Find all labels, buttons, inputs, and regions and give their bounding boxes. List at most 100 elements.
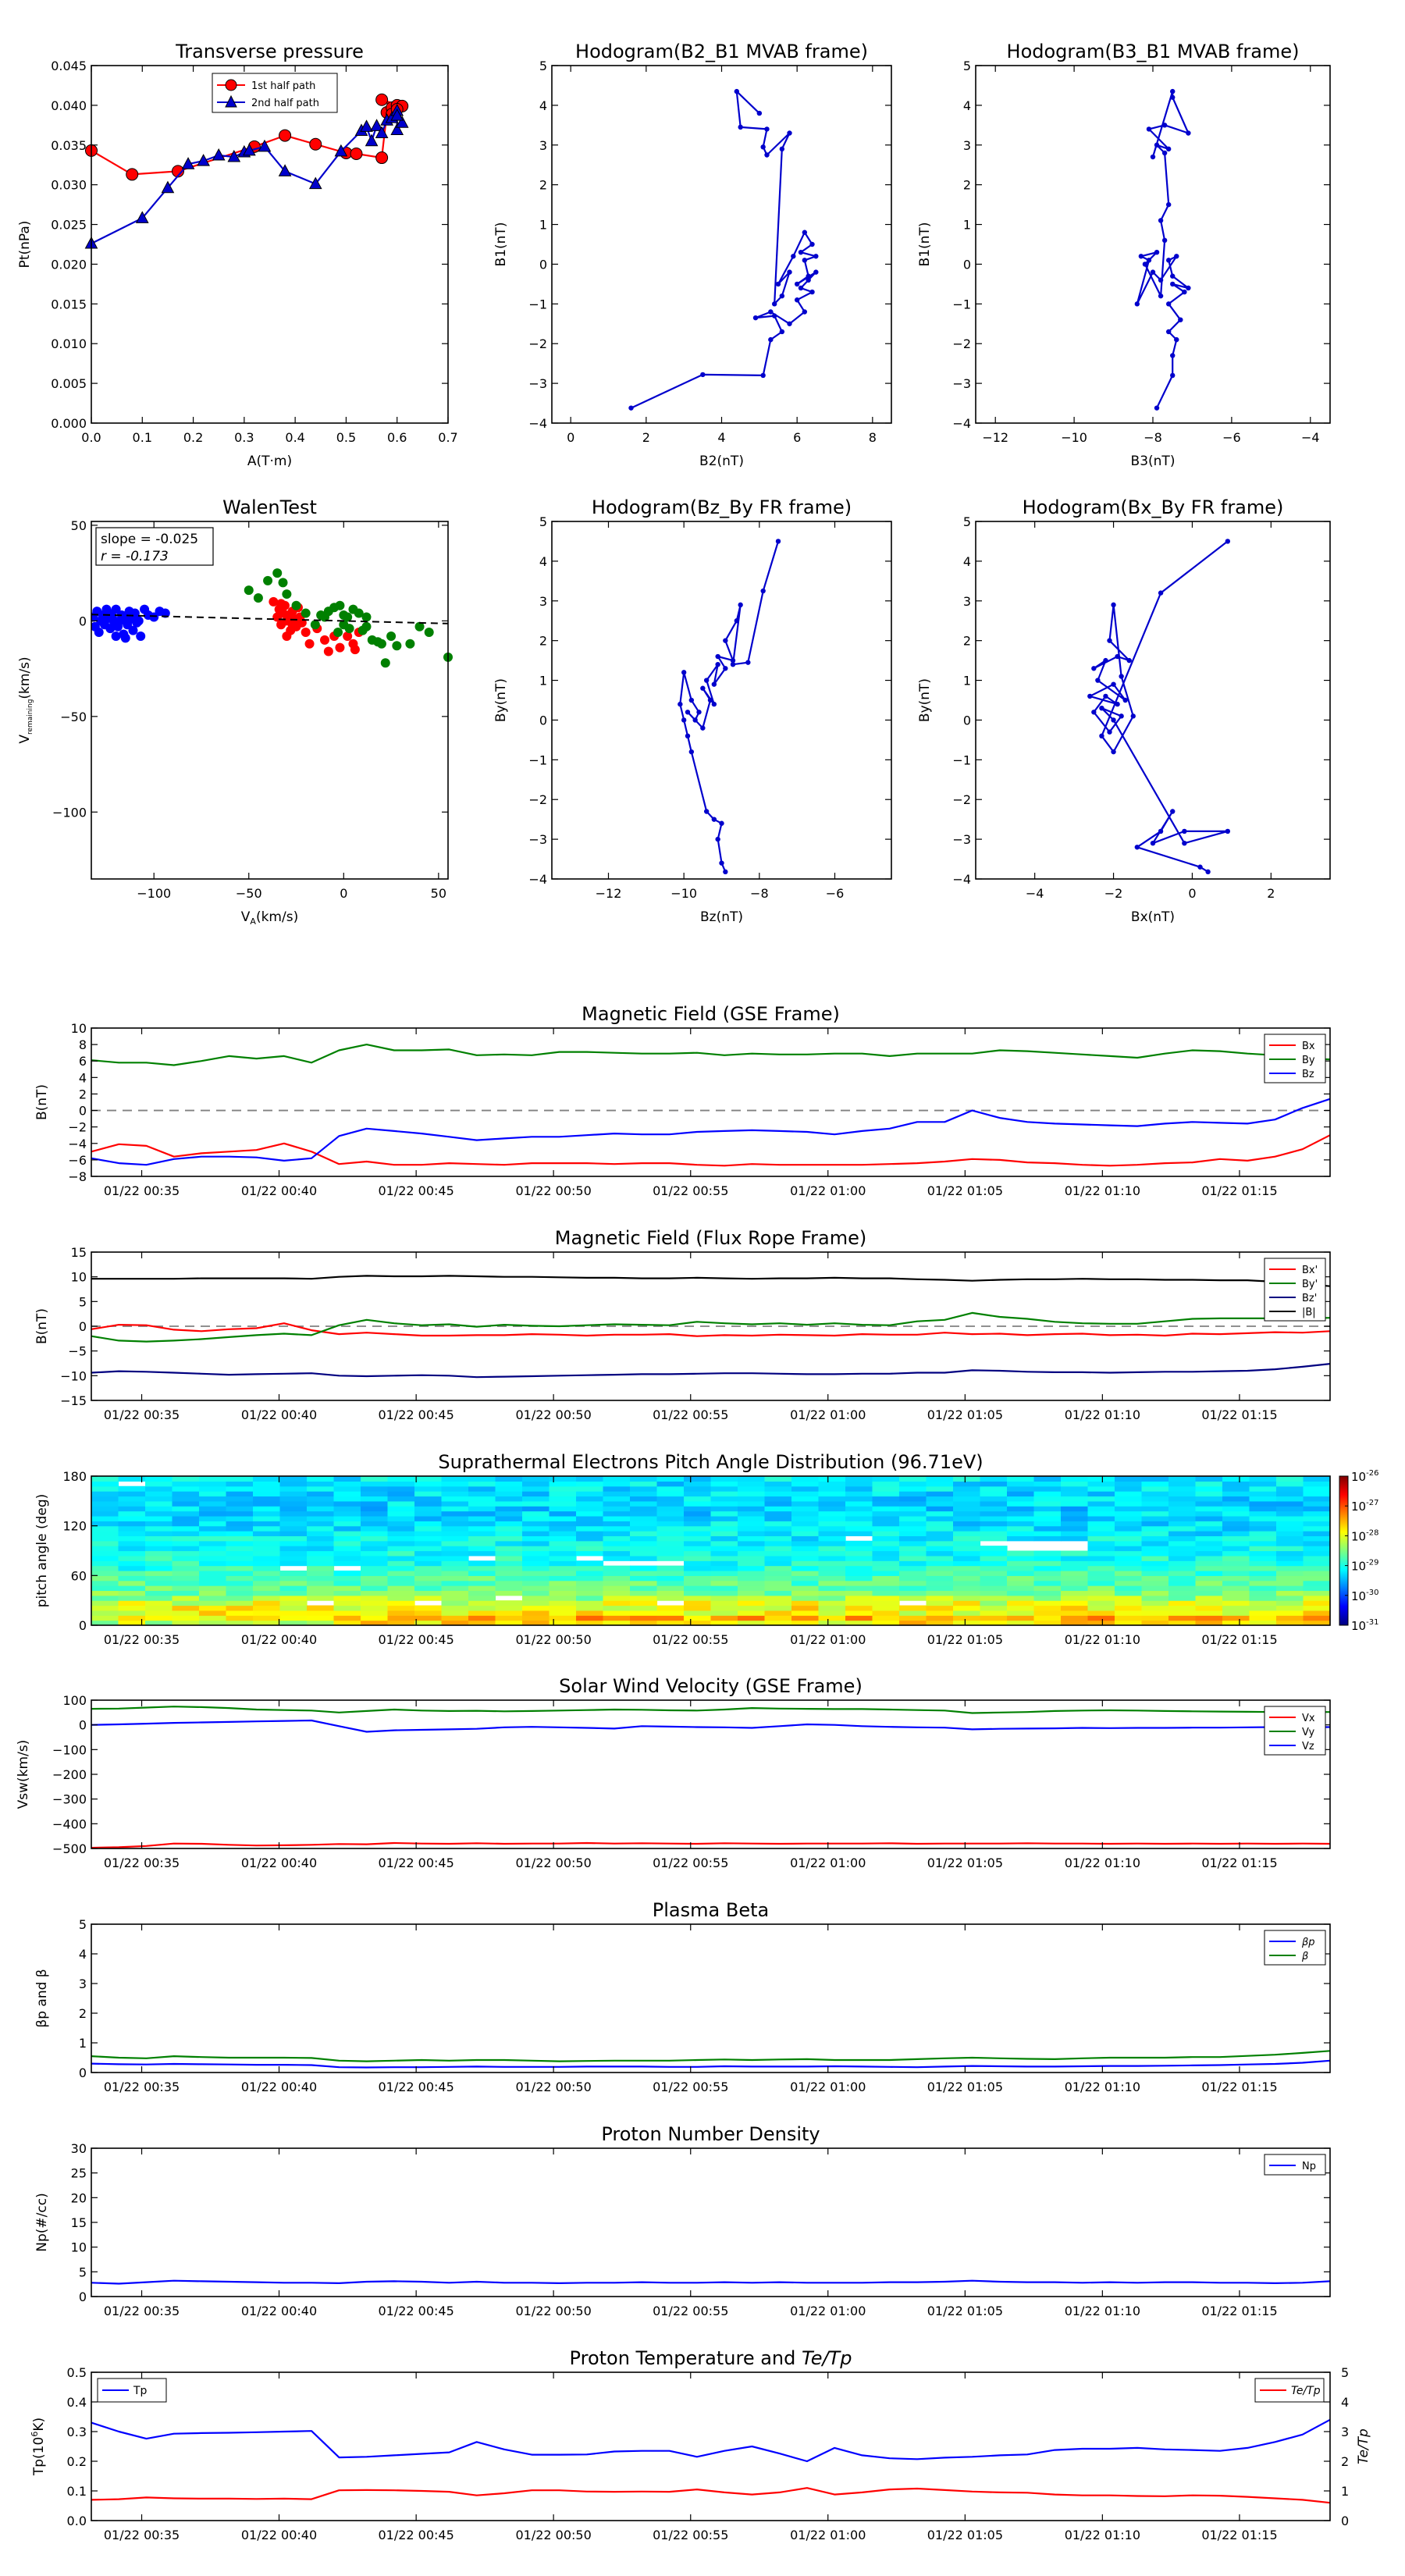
heatmap-cell [226, 1595, 254, 1601]
heatmap-cell [953, 1560, 981, 1567]
y-tick-label: −400 [52, 1816, 87, 1831]
data-point [1107, 638, 1112, 643]
heatmap-cell [279, 1620, 308, 1626]
heatmap-cell [603, 1620, 631, 1626]
data-point [1115, 701, 1120, 707]
heatmap-cell [441, 1550, 469, 1557]
heatmap-cell [145, 1546, 173, 1552]
heatmap-cell [279, 1610, 308, 1616]
heatmap-cell [1276, 1620, 1304, 1626]
heatmap-cell [1195, 1570, 1223, 1576]
heatmap-cell [91, 1555, 119, 1561]
y-tick-label: 5 [539, 59, 547, 73]
heatmap-cell [1007, 1476, 1035, 1482]
heatmap-cell [630, 1590, 658, 1596]
heatmap-cell [1115, 1550, 1143, 1557]
y-tick-label: 0 [963, 713, 971, 728]
heatmap-cell [845, 1565, 873, 1571]
heatmap-cell [522, 1510, 550, 1517]
heatmap-cell [361, 1506, 389, 1512]
heatmap-cell [710, 1605, 738, 1611]
heatmap-cell [387, 1585, 415, 1592]
heatmap-cell [1007, 1570, 1035, 1576]
heatmap-cell [1007, 1590, 1035, 1596]
plot-frame [975, 65, 1331, 424]
heatmap-cell [172, 1546, 200, 1552]
heatmap-cell [387, 1600, 415, 1606]
heatmap-cell [441, 1535, 469, 1542]
heatmap-cell [764, 1521, 792, 1527]
heatmap-cell [118, 1521, 146, 1527]
y-tick-label: 5 [539, 514, 547, 529]
heatmap-cell [791, 1610, 820, 1616]
y-tick-label: −200 [52, 1767, 87, 1782]
heatmap-cell [1033, 1605, 1062, 1611]
heatmap-cell [684, 1570, 712, 1576]
heatmap-cell [791, 1546, 820, 1552]
y-axis-label: Np(#/cc) [34, 2193, 50, 2251]
heatmap-cell [980, 1476, 1008, 1482]
heatmap-cell [1303, 1580, 1331, 1586]
heatmap-cell [1168, 1485, 1197, 1492]
heatmap-cell [818, 1496, 846, 1502]
data-point [1154, 405, 1160, 411]
y2-tick-label: 0 [1341, 2514, 1349, 2528]
heatmap-cell [1115, 1620, 1143, 1626]
heatmap-cell [1276, 1570, 1304, 1576]
heatmap-cell [172, 1481, 200, 1487]
heatmap-cell [764, 1500, 792, 1507]
data-point [787, 130, 792, 136]
colorbar-label-base: 10 [1351, 1529, 1366, 1543]
heatmap-cell [1087, 1515, 1115, 1521]
heatmap-cell [1007, 1600, 1035, 1606]
series-line [91, 1363, 1331, 1379]
heatmap-cell [361, 1620, 389, 1626]
y-axis-label-sub: remaining [27, 699, 34, 735]
x-tick-label: −8 [750, 886, 769, 901]
data-point [375, 126, 389, 139]
heatmap-cell [307, 1500, 335, 1507]
heatmap-cell [603, 1485, 631, 1492]
x-tick-label: 2 [1267, 886, 1275, 901]
heatmap-cell [980, 1605, 1008, 1611]
heatmap-cell [1249, 1506, 1277, 1512]
heatmap-cell [603, 1565, 631, 1571]
series-line [91, 2059, 1331, 2069]
data-point [126, 168, 139, 181]
heatmap-cell [414, 1580, 443, 1586]
heatmap-cell [1249, 1620, 1277, 1626]
data-point [424, 628, 434, 638]
y-tick-label: 20 [71, 2190, 87, 2205]
heatmap-cell [818, 1540, 846, 1546]
heatmap-cell [764, 1615, 792, 1621]
y-tick-label: 10 [71, 2240, 87, 2255]
heatmap-cell [1007, 1491, 1035, 1497]
y-tick-label: 0 [79, 1718, 87, 1733]
heatmap-cell [1007, 1481, 1035, 1487]
x-tick-label: 01/22 00:35 [104, 2304, 180, 2318]
y-tick-label: 0.000 [51, 416, 87, 431]
data-point [688, 697, 695, 703]
heatmap-cell [872, 1595, 900, 1601]
heatmap-cell [630, 1491, 658, 1497]
heatmap-cell [441, 1481, 469, 1487]
y-tick-label: 2 [963, 178, 971, 193]
heatmap-cell [953, 1491, 981, 1497]
heatmap-cell [710, 1610, 738, 1616]
heatmap-cell [549, 1481, 577, 1487]
heatmap-cell [953, 1595, 981, 1601]
y-axis-label-unit: (km/s) [17, 656, 33, 699]
heatmap-cell [172, 1476, 200, 1482]
heatmap-cell [253, 1535, 281, 1542]
heatmap-cell [656, 1620, 685, 1626]
heatmap-cell [1141, 1510, 1169, 1517]
x-axis-label-sub: A [250, 916, 256, 927]
heatmap-cell [899, 1550, 927, 1557]
heatmap-cell [361, 1565, 389, 1571]
heatmap-cell [1303, 1476, 1331, 1482]
heatmap-cell [684, 1500, 712, 1507]
heatmap-cell [172, 1506, 200, 1512]
heatmap-cell [441, 1476, 469, 1482]
heatmap-cell [279, 1476, 308, 1482]
heatmap-cell [414, 1610, 443, 1616]
